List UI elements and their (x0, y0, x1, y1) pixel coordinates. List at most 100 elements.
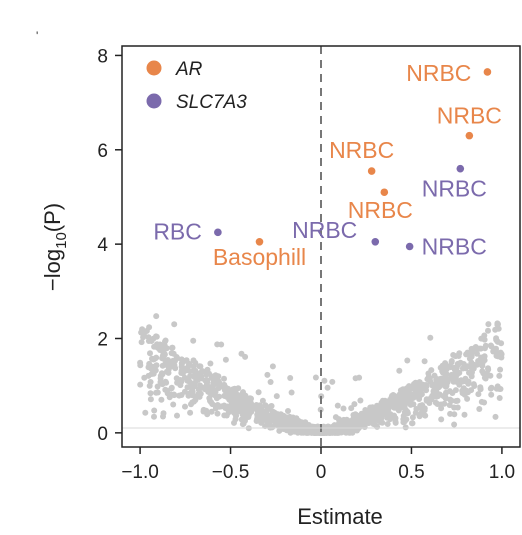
highlight-point (367, 167, 376, 175)
background-point (287, 375, 294, 381)
background-point (137, 381, 144, 388)
background-point (142, 409, 149, 416)
legend-label-slc7a3: SLC7A3 (176, 92, 247, 113)
background-point (190, 337, 197, 344)
background-point (137, 359, 144, 366)
background-point (481, 353, 488, 360)
background-point (487, 372, 494, 379)
background-point (276, 427, 283, 434)
background-point (170, 401, 177, 408)
background-point (174, 355, 181, 362)
y-axis-title: −log10(P) (40, 203, 70, 291)
background-point (321, 377, 328, 384)
background-point (317, 406, 324, 413)
background-point (452, 387, 459, 394)
background-point (348, 405, 355, 412)
background-point (438, 405, 445, 412)
background-point (184, 384, 191, 391)
background-point (140, 334, 147, 341)
point-label: NRBC (422, 176, 487, 202)
background-point (147, 390, 154, 397)
background-point (475, 391, 482, 398)
background-point (432, 399, 439, 406)
background-point (443, 366, 450, 373)
background-point (186, 360, 193, 367)
background-point (477, 384, 484, 391)
background-point (387, 396, 394, 403)
background-point (308, 426, 315, 433)
background-point (411, 381, 417, 387)
background-point (481, 336, 488, 343)
background-point (456, 350, 463, 357)
background-point (186, 390, 193, 397)
background-point (158, 396, 165, 403)
background-point (425, 374, 432, 381)
background-point (340, 427, 347, 434)
background-point (204, 366, 211, 373)
background-point (351, 401, 358, 408)
y-tick-label: 0 (97, 424, 108, 445)
background-point (381, 411, 388, 418)
x-tick-label: −0.5 (212, 462, 250, 483)
background-point (225, 409, 232, 416)
background-point (191, 379, 198, 386)
background-point (221, 375, 227, 382)
background-point (498, 340, 505, 347)
point-label: NRBC (406, 60, 471, 86)
background-point (334, 402, 341, 409)
background-point (234, 393, 241, 400)
background-point (488, 391, 495, 398)
x-tick-label: −1.0 (121, 462, 159, 483)
background-point (479, 362, 486, 369)
point-label: NRBC (329, 137, 394, 163)
background-point (495, 325, 502, 332)
background-point (268, 403, 275, 409)
background-point (427, 334, 434, 341)
background-point (278, 421, 284, 428)
background-point (255, 389, 262, 396)
background-point (446, 388, 453, 395)
point-label: NRBC (292, 217, 357, 243)
background-point (208, 375, 215, 381)
background-point (211, 392, 218, 399)
background-point (147, 396, 154, 403)
highlight-point (456, 164, 465, 173)
background-point (496, 395, 503, 401)
background-point (384, 421, 391, 427)
background-point (432, 382, 439, 389)
background-point (461, 411, 468, 418)
background-point (370, 412, 377, 419)
background-point (421, 405, 428, 412)
background-point (423, 396, 430, 403)
background-point (312, 374, 319, 381)
background-point (161, 345, 168, 352)
background-point (290, 417, 296, 424)
background-point (259, 397, 266, 404)
point-label: NRBC (348, 197, 413, 223)
point-label: Basophill (213, 244, 306, 270)
x-axis-title: Estimate (297, 504, 383, 529)
background-point (146, 324, 153, 331)
background-point (288, 389, 295, 396)
background-point (361, 410, 367, 417)
background-point (207, 397, 213, 404)
background-point (278, 416, 285, 423)
background-point (361, 414, 368, 421)
background-point (154, 383, 161, 390)
background-point (171, 391, 177, 398)
background-point (175, 378, 182, 385)
background-point (357, 397, 364, 404)
background-point (222, 356, 229, 363)
background-point (214, 410, 221, 417)
background-point (401, 409, 408, 416)
y-tick-label: 2 (97, 329, 108, 350)
background-point (404, 357, 411, 364)
background-point (482, 375, 489, 382)
background-point (169, 344, 176, 351)
background-point (407, 401, 414, 408)
point-label: RBC (153, 218, 202, 244)
background-point (196, 393, 203, 400)
background-point (240, 407, 247, 414)
background-point (181, 374, 188, 381)
background-point (191, 374, 198, 381)
